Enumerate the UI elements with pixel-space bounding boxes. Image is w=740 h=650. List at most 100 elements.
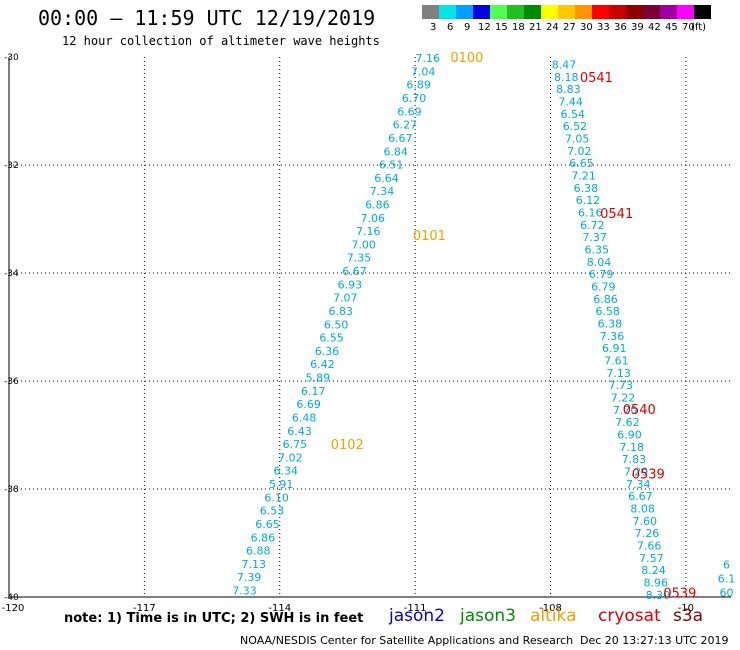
- wave-height-value: 7.29: [624, 466, 649, 479]
- wave-height-value: 6.35: [585, 244, 610, 257]
- wave-height-value: 7.07: [333, 292, 358, 305]
- wave-height-value: 6.53: [260, 505, 285, 518]
- wave-height-value: 6.84: [383, 145, 408, 158]
- wave-height-value: 8.18: [554, 71, 579, 84]
- wave-height-value: 6.17: [301, 385, 326, 398]
- wave-height-value: 6.65: [569, 157, 594, 170]
- wave-height-value: 7.57: [639, 552, 664, 565]
- wave-height-value: 7.26: [635, 527, 660, 540]
- color-legend-label: 21: [529, 22, 542, 33]
- wave-height-value: 7.06: [361, 212, 386, 225]
- wave-height-value: 6.48: [292, 411, 317, 424]
- wave-height-value: 6.67: [628, 490, 653, 503]
- satellite-legend-altika: altika: [530, 606, 577, 626]
- color-legend-swatch: [660, 5, 677, 19]
- wave-height-value: 6.72: [580, 219, 605, 232]
- wave-height-value: 7.02: [567, 145, 592, 158]
- color-legend-label: 3: [430, 22, 437, 33]
- latitude-tick-label: -30: [4, 53, 19, 63]
- pass-time-label: 0101: [413, 229, 446, 244]
- wave-height-value: 7.18: [619, 441, 644, 454]
- wave-height-value: 6.52: [563, 120, 588, 133]
- color-legend-label: 30: [580, 22, 593, 33]
- longitude-tick-label: -10: [678, 603, 694, 614]
- wave-height-value: 7.35: [347, 252, 372, 265]
- wave-height-value: 6.10: [264, 491, 289, 504]
- color-legend-swatch: [677, 5, 694, 19]
- wave-height-value: 7.16: [416, 52, 441, 65]
- wave-height-value: 7.37: [582, 231, 607, 244]
- wave-height-value: 7.70: [613, 404, 638, 417]
- wave-height-value: 7.62: [615, 416, 640, 429]
- color-legend-swatch: [609, 5, 626, 19]
- wave-height-value: 6.79: [589, 268, 614, 281]
- color-legend-label: 27: [563, 22, 576, 33]
- color-legend-label: 45: [665, 22, 678, 33]
- satellite-legend-jason2: jason2: [389, 606, 445, 626]
- wave-height-value: 6.65: [255, 518, 280, 531]
- wave-height-value: 7.34: [370, 185, 395, 198]
- chart-title: 00:00 – 11:59 UTC 12/19/2019: [38, 6, 376, 30]
- wave-height-value: 6.58: [595, 305, 620, 318]
- wave-height-value: 8.30: [646, 589, 671, 602]
- wave-height-value: 8.24: [641, 564, 666, 577]
- wave-height-value: 6.75: [283, 438, 308, 451]
- footer-note: note: 1) Time is in UTC; 2) SWH is in fe…: [64, 611, 364, 626]
- wave-height-value: 8.04: [587, 256, 612, 269]
- pass-time-label: 0541: [580, 71, 613, 86]
- wave-height-value: 6.51: [379, 159, 404, 172]
- color-legend-swatch: [643, 5, 660, 19]
- wave-height-value: 8.83: [556, 83, 581, 96]
- wave-height-value: 6.93: [338, 278, 363, 291]
- wave-height-value: 6.70: [402, 92, 427, 105]
- wave-height-value: 6.67: [342, 265, 367, 278]
- color-legend-swatch: [558, 5, 575, 19]
- color-legend-label: 36: [614, 22, 627, 33]
- color-legend-swatch: [490, 5, 507, 19]
- wave-height-value: 6.64: [374, 172, 399, 185]
- color-legend-label: 24: [546, 22, 559, 33]
- color-legend-unit: (ft): [691, 22, 707, 33]
- wave-height-value: 7.34: [626, 478, 651, 491]
- wave-height-value: 6.36: [315, 345, 340, 358]
- wave-height-value: 6.55: [319, 332, 344, 345]
- longitude-tick-label: -120: [2, 603, 25, 614]
- wave-height-value: 6.38: [574, 182, 599, 195]
- wave-height-value: 7.83: [622, 453, 647, 466]
- wave-height-value: 6: [723, 559, 730, 572]
- wave-height-value: 7.00: [351, 238, 376, 251]
- wave-height-value: 6.54: [561, 108, 586, 121]
- longitude-tick-label: -108: [539, 603, 562, 614]
- color-legend-label: 33: [597, 22, 610, 33]
- wave-height-value: 7.16: [356, 225, 381, 238]
- wave-height-value: 6.1: [718, 573, 736, 586]
- satellite-legend-s3a: s3a: [673, 606, 704, 626]
- wave-height-value: 6.12: [576, 194, 601, 207]
- wave-height-value: 6.16: [578, 207, 603, 220]
- latitude-tick-label: -38: [4, 485, 19, 495]
- wave-height-value: 7.02: [278, 451, 303, 464]
- color-legend-swatch: [575, 5, 592, 19]
- wave-height-value: 7.36: [600, 330, 625, 343]
- color-legend-label: 39: [631, 22, 644, 33]
- wave-height-value: 6.88: [246, 545, 271, 558]
- color-legend-label: 9: [464, 22, 471, 33]
- color-legend-swatch: [439, 5, 456, 19]
- wave-height-value: 6.86: [251, 531, 276, 544]
- wave-height-value: 7.39: [237, 571, 262, 584]
- wave-height-value: 6.69: [296, 398, 321, 411]
- wave-height-value: 6.83: [328, 305, 353, 318]
- wave-height-value: 6.90: [617, 429, 642, 442]
- color-legend-swatch: [507, 5, 524, 19]
- wave-height-value: 7.44: [558, 96, 583, 109]
- chart-subtitle: 12 hour collection of altimeter wave hei…: [62, 34, 380, 48]
- wave-height-value: 7.66: [637, 540, 662, 553]
- wave-height-value: 6.86: [593, 293, 618, 306]
- wave-height-value: 6.43: [287, 425, 312, 438]
- wave-height-value: 8.96: [643, 577, 668, 590]
- color-legend-swatch: [524, 5, 541, 19]
- color-legend-label: 6: [447, 22, 454, 33]
- wave-height-value: 6.89: [406, 79, 431, 92]
- pass-time-label: 0541: [600, 207, 633, 222]
- longitude-tick-label: -117: [133, 603, 156, 614]
